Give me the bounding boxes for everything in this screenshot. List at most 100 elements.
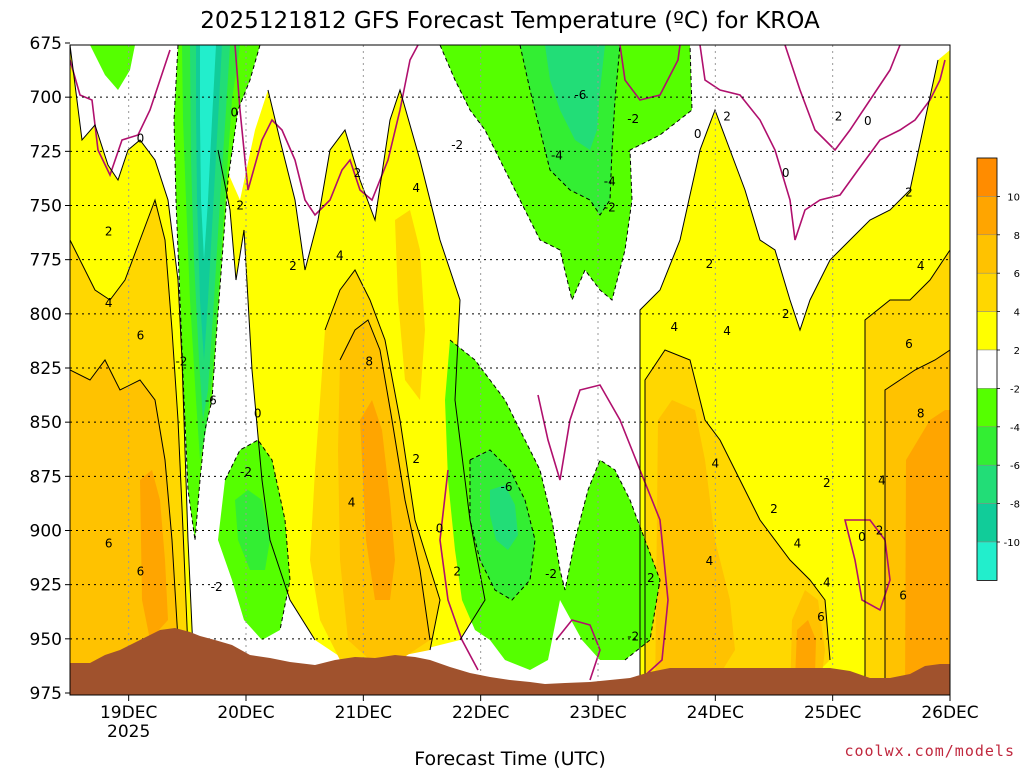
colorbar-band xyxy=(976,234,998,274)
colorbar-label: 4 xyxy=(1014,308,1020,319)
contour-label: -2 xyxy=(240,465,252,479)
contour-label: 6 xyxy=(817,610,825,624)
cold-region-minus10c xyxy=(200,45,216,260)
contour-label: 6 xyxy=(105,537,113,551)
cold-region-minus4c xyxy=(235,490,270,570)
y-tick-label: 950 xyxy=(30,630,62,650)
contour-label: 2 xyxy=(782,307,790,321)
contour-label: 6 xyxy=(899,589,907,603)
x-year-label: 2025 xyxy=(107,722,150,742)
zero-degree-contour xyxy=(70,45,946,681)
contour-label: 2 xyxy=(354,166,362,180)
warm-region-8c xyxy=(795,620,816,680)
contour-labels: 0024666-2-60-2-22242484202-2-6-2-4-6-4-2… xyxy=(105,88,925,644)
colorbar-label: 2 xyxy=(1014,346,1020,357)
warm-region-4c xyxy=(395,210,425,400)
x-tick-label: 22DEC xyxy=(452,703,509,723)
terrain-surface xyxy=(70,628,950,695)
contour-label: 4 xyxy=(878,474,886,488)
plot-area xyxy=(70,45,950,695)
contour-label: 0 xyxy=(436,521,444,535)
contour-label: 0 xyxy=(864,114,872,128)
y-tick-label: 750 xyxy=(30,197,62,217)
warm-region-8c xyxy=(360,400,395,600)
contour-label: -4 xyxy=(604,175,616,189)
contour-label: 0 xyxy=(254,407,262,421)
contour-label: 2 xyxy=(647,571,655,585)
colorbar-label: 10 xyxy=(1007,192,1020,203)
colorbar-band xyxy=(976,541,998,581)
contour-label: 4 xyxy=(723,324,731,338)
contour-label: 2 xyxy=(706,257,714,271)
contour-label: 2 xyxy=(723,110,731,124)
colorbar-label: -8 xyxy=(1010,500,1020,511)
contour-label: 2 xyxy=(105,225,113,239)
x-axis-title: Forecast Time (UTC) xyxy=(414,748,605,768)
y-axis: 675 700 725 750 775 800 825 850 875 900 925 950 975 xyxy=(30,34,70,704)
chart-title: 2025121812 GFS Forecast Temperature (ºC)… xyxy=(200,8,820,34)
contour-label: -2 xyxy=(604,201,616,215)
cold-region-minus6c xyxy=(490,485,518,550)
y-tick-label: 850 xyxy=(30,413,62,433)
contour-label: 6 xyxy=(137,565,145,579)
contour-label: 4 xyxy=(712,456,720,470)
colorbar-band xyxy=(976,426,998,466)
contour-label: 0 xyxy=(137,131,145,145)
credit-text: coolwx.com/models xyxy=(844,742,1015,760)
contour-label: -6 xyxy=(205,394,217,408)
x-tick-label: 19DEC xyxy=(100,703,157,723)
colorbar-band xyxy=(976,196,998,236)
contour-label: -2 xyxy=(211,580,223,594)
colorbar-band xyxy=(976,311,998,351)
x-tick-label: 24DEC xyxy=(687,703,744,723)
colorbar-label: -4 xyxy=(1010,423,1020,434)
contour-label: 4 xyxy=(706,554,714,568)
colorbar-band xyxy=(976,464,998,504)
contour-label: 2 xyxy=(770,502,778,516)
colorbar-band xyxy=(976,503,998,543)
contour-label: 0 xyxy=(230,105,238,119)
colorbar: 10 8 6 4 2 -2 -4 -6 -8 -10 xyxy=(976,157,1020,581)
y-tick-label: 700 xyxy=(30,88,62,108)
negative-contours xyxy=(173,45,693,661)
contour-label: 2 xyxy=(412,452,420,466)
y-tick-label: 675 xyxy=(30,34,62,54)
y-tick-label: 725 xyxy=(30,142,62,162)
contour-label: 4 xyxy=(105,296,113,310)
colorbar-label: -2 xyxy=(1010,384,1020,395)
contour-label: -2 xyxy=(545,567,557,581)
contour-label: -6 xyxy=(574,88,586,102)
contour-label: -2 xyxy=(627,112,639,126)
y-tick-label: 775 xyxy=(30,251,62,271)
x-axis: 19DEC 20DEC 21DEC 22DEC 23DEC 24DEC 25DEC 26DEC… xyxy=(100,695,979,742)
colorbar-band xyxy=(976,349,998,389)
contour-label: 2 xyxy=(823,476,831,490)
contour-label: 6 xyxy=(905,337,913,351)
colorbar-label: -10 xyxy=(1004,538,1020,549)
x-tick-label: 23DEC xyxy=(569,703,626,723)
colorbar-label: 8 xyxy=(1014,231,1020,242)
contour-label: 0 xyxy=(782,166,790,180)
contour-label: 2 xyxy=(905,186,913,200)
colorbar-band xyxy=(976,157,998,197)
contour-label: 0 xyxy=(858,530,866,544)
x-tick-label: 20DEC xyxy=(217,703,274,723)
cold-region-minus2c xyxy=(90,45,135,90)
contour-label: 6 xyxy=(137,329,145,343)
contour-label: 4 xyxy=(917,259,925,273)
contour-label: -2 xyxy=(175,355,187,369)
contour-label: 4 xyxy=(412,181,420,195)
y-tick-label: 925 xyxy=(30,576,62,596)
warm-region-8c xyxy=(140,470,168,640)
contour-label: 4 xyxy=(336,248,344,262)
contour-label: 2 xyxy=(289,259,297,273)
colorbar-frame xyxy=(976,157,998,581)
contour-label: -6 xyxy=(500,480,512,494)
x-tick-label: 21DEC xyxy=(335,703,392,723)
colorbar-band xyxy=(976,272,998,312)
contour-label: 2 xyxy=(835,110,843,124)
contour-label: 4 xyxy=(794,537,802,551)
contour-label: 2 xyxy=(453,565,461,579)
contour-label: 4 xyxy=(670,320,678,334)
